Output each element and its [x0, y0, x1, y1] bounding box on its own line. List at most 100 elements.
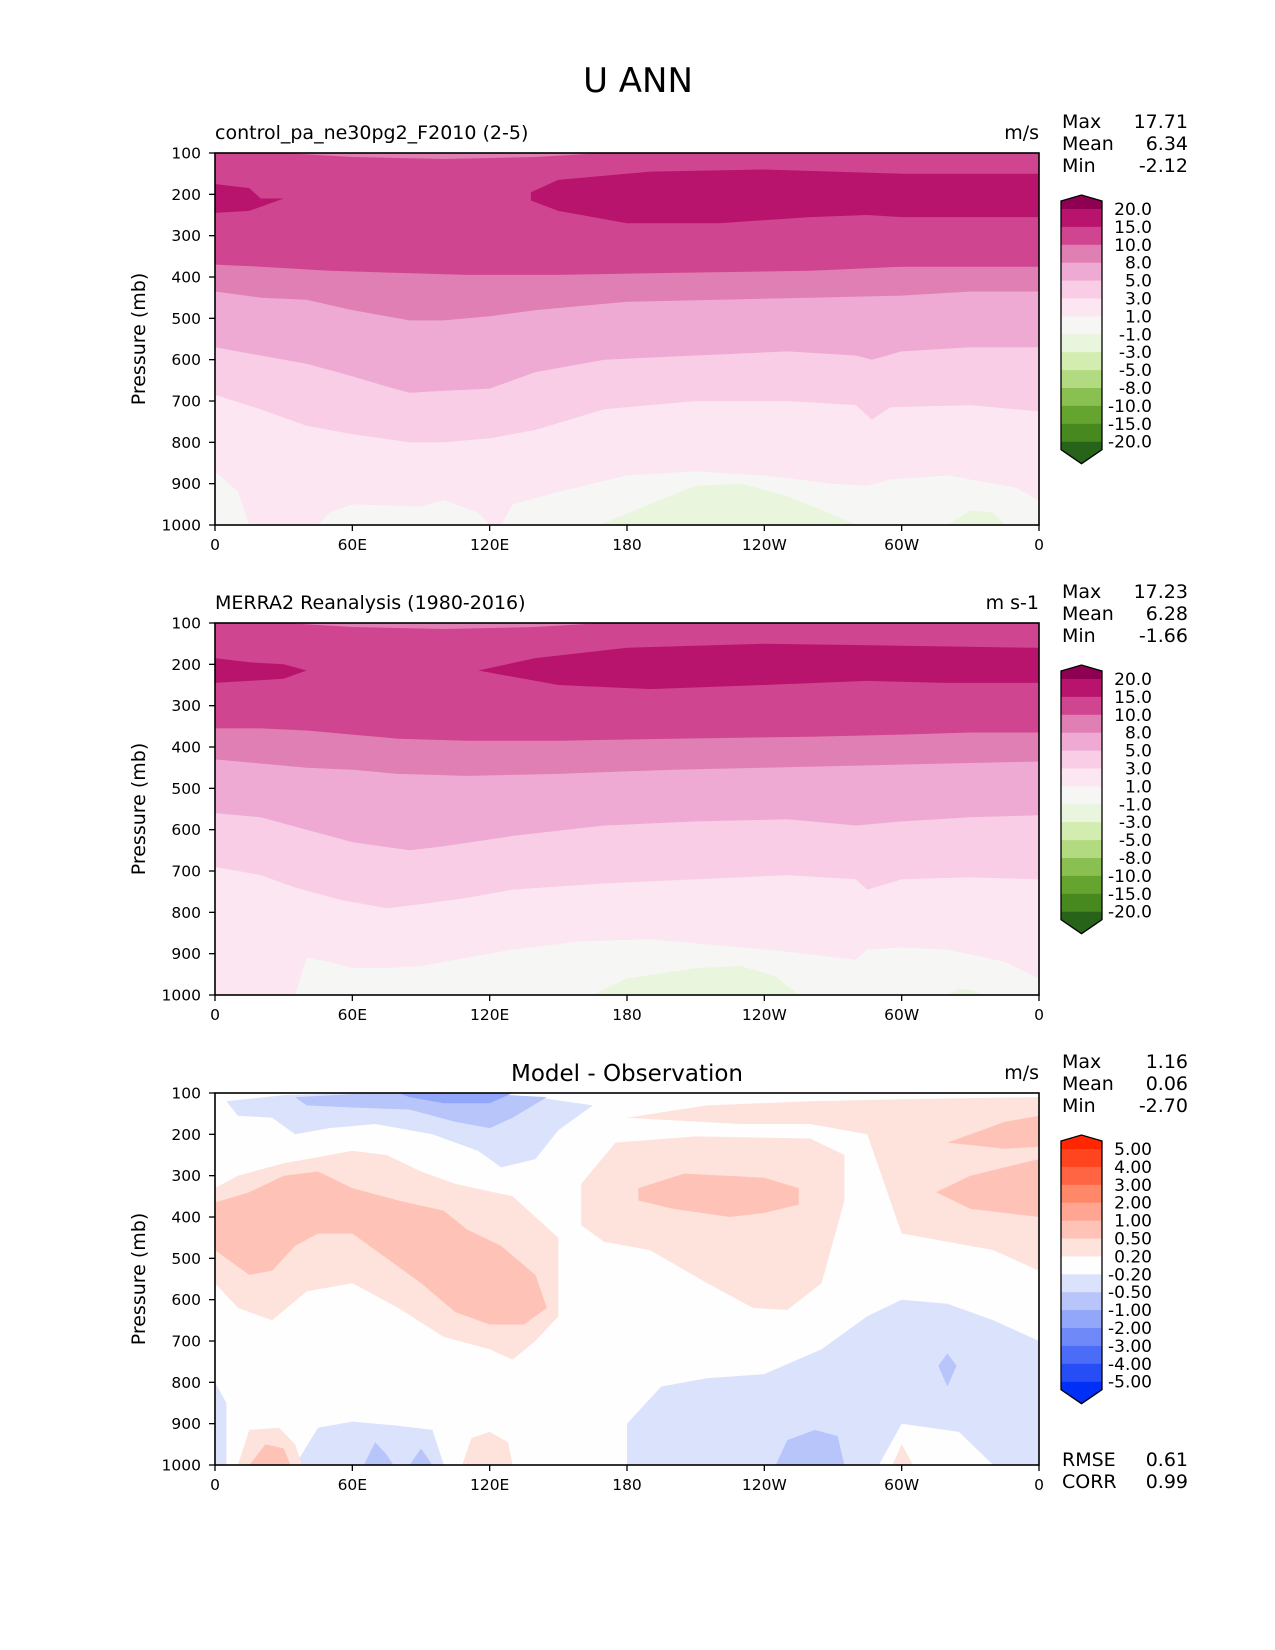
x-tick-label: 120E	[470, 1006, 509, 1024]
stat-value: 6.34	[1146, 133, 1188, 155]
colorbar-segment	[1061, 732, 1102, 752]
contour-region	[249, 1444, 291, 1465]
colorbar-tick-label: -0.50	[1108, 1283, 1152, 1303]
colorbar-segment	[1061, 750, 1102, 769]
colorbar-tick-label: -3.0	[1119, 813, 1152, 833]
colorbar-segment	[1061, 244, 1102, 264]
contour-region	[409, 1448, 433, 1465]
colorbar-segment	[1061, 209, 1102, 228]
colorbar-segment	[1061, 280, 1102, 299]
colorbar-tick-label: -15.0	[1108, 415, 1152, 435]
stat-value: -1.66	[1139, 625, 1188, 647]
contour-region	[363, 1442, 394, 1465]
stat-label: RMSE	[1062, 1449, 1116, 1471]
stat-value: 1.16	[1146, 1051, 1188, 1073]
contour-band	[530, 169, 1039, 224]
colorbar-tick-label: 4.00	[1114, 1158, 1152, 1178]
colorbar-tick-label: -4.00	[1108, 1355, 1152, 1375]
stat-label: Mean	[1062, 603, 1114, 625]
colorbar-tick-label: -15.0	[1108, 885, 1152, 905]
colorbar-extend-max	[1061, 1135, 1102, 1149]
colorbar-tick-label: -2.00	[1108, 1319, 1152, 1339]
y-tick-label: 500	[171, 310, 201, 328]
contour-patch	[592, 966, 799, 995]
colorbar-segment	[1061, 893, 1102, 913]
colorbar-segment	[1061, 768, 1102, 787]
colorbar-segment	[1061, 226, 1102, 246]
y-axis-label: Pressure (mb)	[128, 273, 150, 406]
colorbar-segment	[1061, 1363, 1102, 1383]
x-tick-label: 60E	[338, 1476, 368, 1494]
panel-ref: 100 200 300 400 500 600 700 800 900 1000 0 60E 120E 1…	[128, 581, 1188, 1024]
y-tick-label: 200	[171, 186, 201, 204]
stat-value: -2.12	[1139, 155, 1188, 177]
y-tick-label: 100	[171, 1085, 201, 1103]
colorbar-tick-label: 10.0	[1114, 236, 1152, 256]
units-label: m s-1	[986, 592, 1039, 614]
stat-label: Max	[1062, 1051, 1101, 1073]
colorbar-segment	[1061, 786, 1102, 805]
figure-title: U ANN	[583, 61, 693, 101]
colorbar-tick-label: -1.0	[1119, 325, 1152, 345]
colorbar-segment	[1061, 262, 1102, 282]
x-tick-label: 0	[1034, 1006, 1044, 1024]
contour-region	[295, 1421, 444, 1465]
colorbar-tick-label: -3.00	[1108, 1337, 1152, 1357]
stat-value: 6.28	[1146, 603, 1188, 625]
stat-label: Max	[1062, 111, 1101, 133]
colorbar-segment	[1061, 388, 1102, 407]
colorbar-tick-label: 5.0	[1125, 272, 1152, 292]
stat-value: 0.61	[1146, 1449, 1188, 1471]
x-tick-label: 120E	[470, 1476, 509, 1494]
y-tick-label: 500	[171, 1250, 201, 1268]
colorbar-outline	[1060, 664, 1103, 935]
contour-band	[283, 623, 605, 629]
contour-region	[775, 1429, 845, 1465]
y-tick-label: 100	[171, 145, 201, 163]
colorbar-segment	[1061, 804, 1102, 823]
stat-value: 17.23	[1134, 581, 1188, 603]
colorbar-extend-max	[1061, 665, 1102, 679]
colorbar-segment	[1061, 316, 1102, 335]
colorbar-segment	[1061, 1310, 1102, 1329]
colorbar-segment	[1061, 1292, 1102, 1311]
colorbar-outline	[1060, 1134, 1103, 1405]
contour-patch	[599, 483, 856, 525]
colorbar-extend-min	[1061, 1381, 1102, 1404]
y-tick-label: 900	[171, 475, 201, 493]
colorbar-tick-label: 3.0	[1125, 290, 1152, 310]
x-tick-label: 60E	[338, 536, 368, 554]
y-tick-label: 900	[171, 945, 201, 963]
stat-value: 0.99	[1146, 1471, 1188, 1493]
colorbar: 5.004.003.002.001.000.500.20-0.20-0.50-1…	[1060, 1134, 1152, 1405]
x-tick-label: 0	[1034, 536, 1044, 554]
contour-region	[462, 1431, 513, 1465]
stat-label: Min	[1062, 625, 1096, 647]
colorbar-segment	[1061, 1149, 1102, 1168]
colorbar-tick-label: 20.0	[1114, 200, 1152, 220]
colorbar-segment	[1061, 1256, 1102, 1275]
panel-title: MERRA2 Reanalysis (1980-2016)	[215, 592, 526, 614]
y-tick-label: 400	[171, 269, 201, 287]
y-tick-label: 700	[171, 1333, 201, 1351]
colorbar-segment	[1061, 714, 1102, 734]
colorbar-segment	[1061, 1345, 1102, 1365]
colorbar-tick-label: -5.0	[1119, 361, 1152, 381]
x-tick-label: 120E	[470, 536, 509, 554]
y-tick-label: 200	[171, 1126, 201, 1144]
x-tick-label: 0	[1034, 1476, 1044, 1494]
y-tick-label: 300	[171, 697, 201, 715]
colorbar-extend-min	[1061, 441, 1102, 464]
x-tick-label: 0	[210, 1476, 220, 1494]
contour-field	[215, 153, 1039, 525]
colorbar-tick-label: 15.0	[1114, 688, 1152, 708]
colorbar-segment	[1061, 875, 1102, 895]
colorbar-segment	[1061, 1220, 1102, 1239]
colorbar: 20.015.010.08.05.03.01.0-1.0-3.0-5.0-8.0…	[1060, 664, 1152, 935]
contour-region	[938, 1353, 957, 1387]
colorbar: 20.015.010.08.05.03.01.0-1.0-3.0-5.0-8.0…	[1060, 194, 1152, 465]
y-tick-label: 700	[171, 393, 201, 411]
y-tick-label: 300	[171, 1167, 201, 1185]
contour-band	[215, 658, 307, 683]
colorbar-tick-label: 0.20	[1114, 1247, 1152, 1267]
